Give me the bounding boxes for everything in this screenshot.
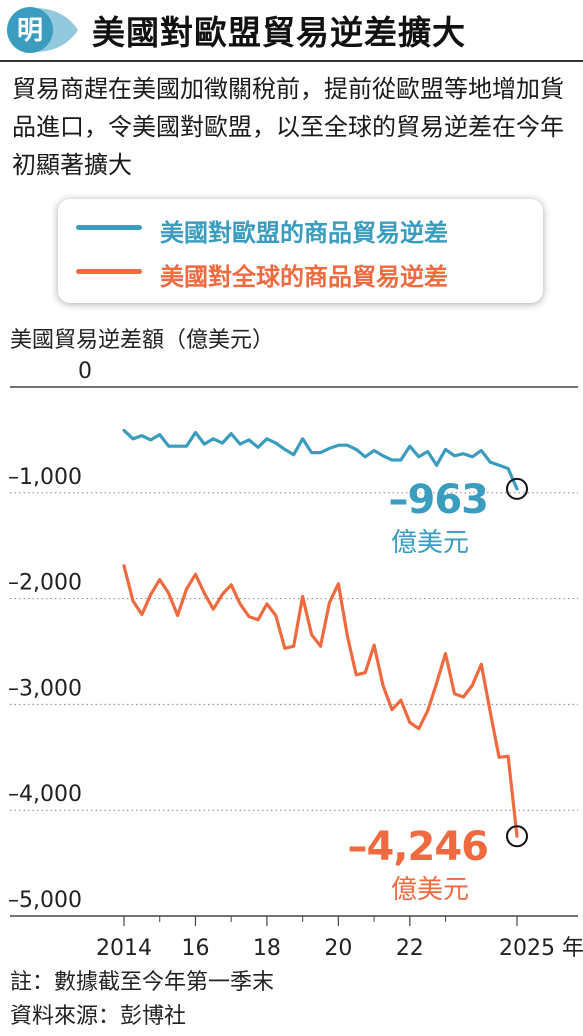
footnote-data-date: 註：數據截至今年第一季末 <box>10 970 275 995</box>
legend-label-eu: 美國對歐盟的商品貿易逆差 <box>160 219 448 247</box>
y-tick-label-3: –3,000 <box>8 676 82 701</box>
y-tick-label-4: –4,000 <box>8 782 82 807</box>
intro-text: 貿易商趕在美國加徵關稅前，提前從歐盟等地增加貨品進口，令美國對歐盟，以至全球的貿… <box>12 75 564 179</box>
x-tick-label-2: 18 <box>253 936 281 960</box>
page-title: 美國對歐盟貿易逆差擴大 <box>92 13 466 52</box>
end-value-label-world: –4,246 <box>347 824 488 870</box>
header: 明 美國對歐盟貿易逆差擴大 <box>0 0 583 62</box>
logo-character: 明 <box>17 16 43 46</box>
x-tick-label-5: 2025 年 <box>499 936 583 960</box>
legend-item-world: 美國對全球的商品貿易逆差 <box>76 257 536 291</box>
x-tick-label-3: 20 <box>324 936 352 960</box>
legend-swatch-eu <box>76 225 142 230</box>
y-tick-label-2: –2,000 <box>8 571 82 596</box>
series-line-eu <box>122 428 519 491</box>
end-unit-label-eu: 億美元 <box>391 528 469 558</box>
series-line-world <box>122 564 519 838</box>
y-tick-label-5: –5,000 <box>8 888 82 913</box>
header-divider <box>0 60 583 62</box>
x-tick-label-0: 2014 <box>96 936 152 960</box>
y-axis-title: 美國貿易逆差額（億美元） <box>10 328 275 353</box>
chart-legend: 美國對歐盟的商品貿易逆差 美國對全球的商品貿易逆差 <box>58 199 543 303</box>
y-tick-label-1: –1,000 <box>8 465 82 490</box>
trade-deficit-line-chart: 0 –1,000 –2,000 –3,000 –4,000 –5,000 2014 16 18 2… <box>8 360 583 960</box>
y-tick-label-0: 0 <box>78 360 92 384</box>
legend-swatch-world <box>76 269 142 274</box>
end-marker-eu <box>506 477 528 500</box>
legend-item-eu: 美國對歐盟的商品貿易逆差 <box>76 213 536 247</box>
end-marker-world <box>506 825 528 848</box>
legend-label-world: 美國對全球的商品貿易逆差 <box>160 263 448 291</box>
newspaper-logo-icon: 明 <box>7 7 78 53</box>
end-unit-label-world: 億美元 <box>391 875 469 905</box>
x-tick-label-4: 22 <box>396 936 424 960</box>
x-tick-label-1: 16 <box>181 936 209 960</box>
end-value-label-eu: –963 <box>389 477 489 523</box>
footnote-source: 資料來源：彭博社 <box>10 1004 187 1029</box>
